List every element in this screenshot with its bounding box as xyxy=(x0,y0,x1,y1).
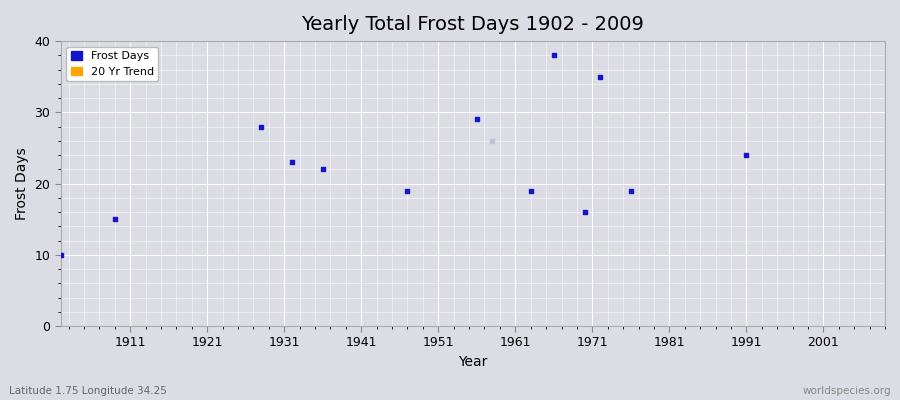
Point xyxy=(624,188,638,194)
Point xyxy=(284,159,299,166)
Point xyxy=(54,252,68,258)
Point xyxy=(316,166,330,172)
Legend: Frost Days, 20 Yr Trend: Frost Days, 20 Yr Trend xyxy=(67,47,158,81)
Point xyxy=(470,116,484,123)
Point xyxy=(254,123,268,130)
Text: Latitude 1.75 Longitude 34.25: Latitude 1.75 Longitude 34.25 xyxy=(9,386,166,396)
Point xyxy=(739,152,753,158)
Point xyxy=(524,188,538,194)
X-axis label: Year: Year xyxy=(458,355,488,369)
Point xyxy=(108,216,122,222)
Text: worldspecies.org: worldspecies.org xyxy=(803,386,891,396)
Point xyxy=(400,188,415,194)
Point xyxy=(485,138,500,144)
Point xyxy=(578,209,592,215)
Y-axis label: Frost Days: Frost Days xyxy=(15,147,29,220)
Point xyxy=(546,52,561,58)
Title: Yearly Total Frost Days 1902 - 2009: Yearly Total Frost Days 1902 - 2009 xyxy=(302,15,644,34)
Point xyxy=(593,74,608,80)
